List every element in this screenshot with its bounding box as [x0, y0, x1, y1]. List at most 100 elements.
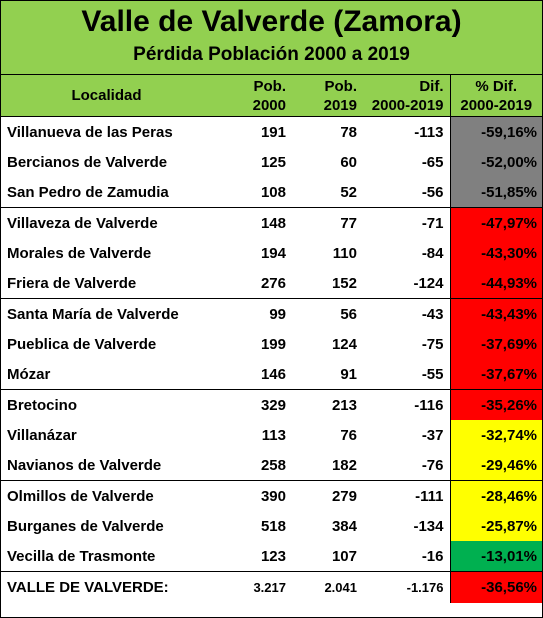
cell-localidad: Santa María de Valverde [7, 305, 179, 323]
cell-pob-2000: 199 [260, 335, 286, 353]
cell-localidad: Villaveza de Valverde [7, 214, 158, 232]
table-row: Morales de Valverde 194 110 -84 -43,30% [1, 238, 542, 268]
cell-dif: -71 [421, 214, 444, 232]
cell-pob-2019: 76 [340, 426, 357, 444]
cell-pob-2000: 390 [260, 487, 286, 505]
cell-pob-2019: 91 [292, 359, 363, 390]
cell-pob-2000: 276 [212, 268, 292, 299]
cell-pob-2000: 518 [260, 517, 286, 535]
cell-localidad: Villanázar [7, 426, 77, 444]
table-row: Olmillos de Valverde 390 279 -111 -28,46% [1, 480, 542, 511]
cell-localidad: Burganes de Valverde [7, 517, 164, 535]
total-label: VALLE DE VALVERDE: [7, 579, 169, 596]
table-row: Friera de Valverde 276 152 -124 -44,93% [1, 268, 542, 299]
cell-pob-2000: 108 [212, 177, 292, 208]
cell-pob-2019: 182 [292, 450, 363, 481]
cell-pob-2019: 384 [331, 517, 357, 535]
cell-dif: -65 [421, 153, 444, 171]
cell-pob-2019: 78 [340, 123, 357, 141]
cell-pob-2019: 77 [340, 214, 357, 232]
cell-localidad: Navianos de Valverde [1, 450, 212, 481]
header-dif: Dif. 2000-2019 [363, 75, 450, 117]
cell-localidad: Vecilla de Trasmonte [1, 541, 212, 572]
cell-pob-2019: 110 [332, 244, 357, 262]
population-table: Localidad Pob. 2000 Pob. 2019 Dif. 2000-201… [1, 75, 542, 603]
cell-pct-dif: -59,16% [449, 116, 542, 147]
cell-pob-2000: 125 [260, 153, 286, 171]
cell-pob-2019: 152 [292, 268, 363, 299]
page-subtitle: Pérdida Población 2000 a 2019 [133, 44, 410, 65]
header-localidad: Localidad [1, 75, 212, 117]
cell-pct-dif: -44,93% [449, 268, 542, 299]
cell-dif: -116 [414, 396, 444, 414]
table-row: Pueblica de Valverde 199 124 -75 -37,69% [1, 329, 542, 359]
table-row: Bercianos de Valverde 125 60 -65 -52,00% [1, 147, 542, 177]
cell-pob-2000: 148 [260, 214, 286, 232]
table-row: Villaveza de Valverde 148 77 -71 -47,97% [1, 207, 542, 238]
cell-localidad: Pueblica de Valverde [7, 335, 157, 353]
total-pob-2000: 3.217 [253, 580, 286, 595]
cell-dif: -75 [421, 335, 444, 353]
cell-localidad: Morales de Valverde [7, 244, 152, 262]
cell-dif: -16 [363, 541, 450, 572]
cell-localidad: Villanueva de las Peras [7, 123, 173, 141]
total-pob-2019: 2.041 [324, 580, 357, 595]
cell-dif: -124 [363, 268, 450, 299]
cell-pct-dif: -13,01% [449, 541, 542, 572]
cell-dif: -76 [363, 450, 450, 481]
cell-pob-2000: 146 [212, 359, 292, 390]
table-row: Mózar 146 91 -55 -37,67% [1, 359, 542, 390]
cell-pct-dif: -47,97% [449, 207, 542, 238]
cell-pob-2019: 124 [331, 335, 357, 353]
cell-pob-2019: 60 [340, 153, 357, 171]
cell-pob-2019: 213 [331, 396, 357, 414]
table-row: Bretocino 329 213 -116 -35,26% [1, 389, 542, 420]
total-pct-dif: -36,56% [449, 571, 542, 603]
table-row: Vecilla de Trasmonte 123 107 -16 -13,01% [1, 541, 542, 572]
cell-pob-2000: 113 [261, 426, 286, 444]
header-pob-2000: Pob. 2000 [212, 75, 292, 117]
cell-pob-2000: 99 [269, 305, 286, 323]
table-row: San Pedro de Zamudia 108 52 -56 -51,85% [1, 177, 542, 208]
cell-pct-dif: -37,67% [449, 359, 542, 390]
cell-pct-dif: -43,30% [449, 238, 542, 268]
cell-pct-dif: -52,00% [449, 147, 542, 177]
cell-pct-dif: -29,46% [449, 450, 542, 481]
cell-pob-2000: 123 [212, 541, 292, 572]
header-pct-dif: % Dif. 2000-2019 [449, 75, 542, 117]
total-dif: -1.176 [406, 580, 444, 595]
cell-pob-2000: 329 [260, 396, 286, 414]
cell-pct-dif: -35,26% [449, 389, 542, 420]
cell-dif: -37 [421, 426, 444, 444]
cell-localidad: Mózar [1, 359, 212, 390]
cell-dif: -111 [415, 487, 444, 505]
cell-pob-2000: 258 [212, 450, 292, 481]
cell-dif: -56 [363, 177, 450, 208]
cell-dif: -84 [421, 244, 444, 262]
cell-pct-dif: -25,87% [449, 511, 542, 541]
cell-pct-dif: -43,43% [449, 298, 542, 329]
page-title: Valle de Valverde (Zamora) [81, 5, 462, 38]
table-row: Villanueva de las Peras 191 78 -113 -59,16% [1, 116, 542, 147]
table-row: Villanázar 113 76 -37 -32,74% [1, 420, 542, 450]
cell-localidad: San Pedro de Zamudia [1, 177, 212, 208]
cell-pct-dif: -51,85% [449, 177, 542, 208]
total-row: VALLE DE VALVERDE: 3.217 2.041 -1.176 -36,56… [1, 571, 542, 603]
cell-dif: -55 [363, 359, 450, 390]
cell-pob-2000: 194 [260, 244, 286, 262]
cell-pct-dif: -28,46% [449, 480, 542, 511]
header-row: Localidad Pob. 2000 Pob. 2019 Dif. 2000-201… [1, 75, 542, 117]
cell-pob-2019: 107 [292, 541, 363, 572]
cell-localidad: Bercianos de Valverde [7, 153, 168, 171]
table-row: Burganes de Valverde 518 384 -134 -25,87% [1, 511, 542, 541]
table-body: Villanueva de las Peras 191 78 -113 -59,16% B… [1, 116, 542, 603]
cell-pct-dif: -37,69% [449, 329, 542, 359]
cell-dif: -134 [413, 517, 444, 535]
title-block: Valle de Valverde (Zamora) Pérdida Pobla… [1, 1, 542, 75]
cell-pob-2000: 191 [260, 123, 286, 141]
cell-pct-dif: -32,74% [449, 420, 542, 450]
cell-dif: -113 [414, 123, 444, 141]
table-row: Santa María de Valverde 99 56 -43 -43,43% [1, 298, 542, 329]
header-pob-2019: Pob. 2019 [292, 75, 363, 117]
